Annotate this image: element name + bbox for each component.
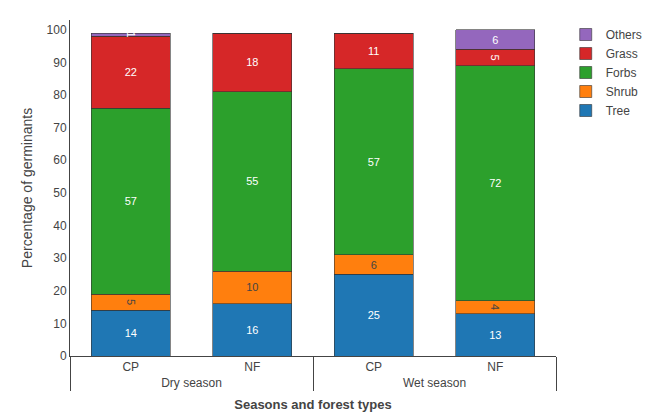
- svg-text:Others: Others: [606, 28, 642, 42]
- svg-text:4: 4: [489, 304, 501, 310]
- svg-text:Dry season: Dry season: [161, 376, 222, 390]
- svg-text:11: 11: [368, 45, 379, 57]
- svg-text:NF: NF: [487, 360, 503, 374]
- svg-text:10: 10: [53, 317, 67, 331]
- svg-text:14: 14: [125, 327, 137, 339]
- svg-text:Shrub: Shrub: [606, 85, 638, 99]
- svg-text:20: 20: [53, 284, 67, 298]
- svg-text:40: 40: [53, 219, 67, 233]
- svg-text:5: 5: [125, 299, 137, 305]
- svg-text:57: 57: [125, 195, 137, 207]
- svg-text:80: 80: [53, 88, 67, 102]
- svg-text:50: 50: [53, 186, 67, 200]
- svg-text:6: 6: [492, 34, 498, 46]
- svg-text:0: 0: [60, 349, 67, 363]
- svg-text:Tree: Tree: [606, 104, 631, 118]
- svg-text:22: 22: [125, 66, 137, 78]
- svg-text:30: 30: [53, 251, 67, 265]
- svg-text:25: 25: [368, 309, 380, 321]
- svg-text:Seasons and forest types: Seasons and forest types: [234, 397, 392, 412]
- svg-text:CP: CP: [365, 360, 382, 374]
- svg-text:NF: NF: [244, 360, 260, 374]
- svg-text:60: 60: [53, 153, 67, 167]
- svg-text:72: 72: [489, 177, 501, 189]
- svg-text:55: 55: [246, 175, 258, 187]
- svg-text:Wet season: Wet season: [403, 376, 466, 390]
- svg-text:Forbs: Forbs: [606, 66, 637, 80]
- svg-text:16: 16: [246, 324, 258, 336]
- svg-text:70: 70: [53, 121, 67, 135]
- svg-text:18: 18: [246, 56, 258, 68]
- svg-text:10: 10: [246, 281, 258, 293]
- svg-text:90: 90: [53, 56, 67, 70]
- svg-text:1: 1: [125, 32, 137, 38]
- svg-text:5: 5: [489, 54, 501, 60]
- svg-text:57: 57: [368, 156, 380, 168]
- svg-text:100: 100: [47, 23, 67, 37]
- svg-text:CP: CP: [122, 360, 139, 374]
- svg-text:6: 6: [371, 259, 377, 271]
- svg-text:13: 13: [489, 329, 501, 341]
- svg-text:Grass: Grass: [606, 47, 638, 61]
- svg-text:Percentage of germinants: Percentage of germinants: [19, 108, 35, 268]
